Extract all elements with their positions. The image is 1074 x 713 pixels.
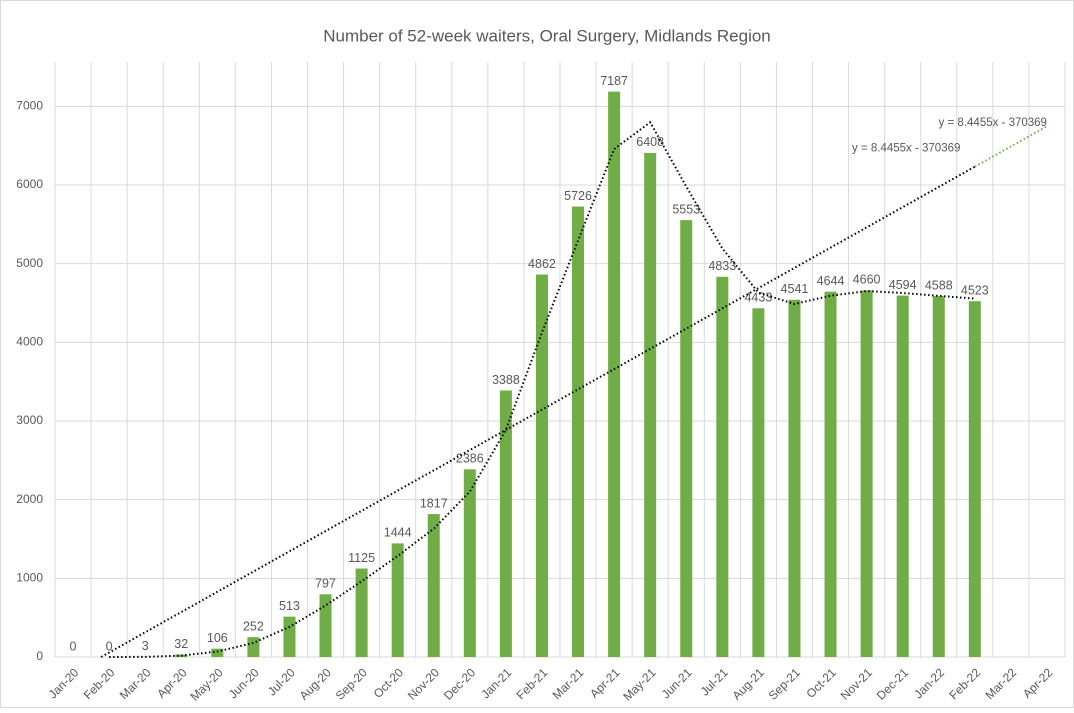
data-label: 4594 [889, 278, 917, 292]
data-label: 3388 [492, 373, 520, 387]
bar [392, 543, 404, 657]
data-label: 5726 [564, 189, 592, 203]
y-tick-label: 5000 [16, 256, 43, 270]
data-label: 5553 [672, 202, 700, 216]
y-tick-label: 7000 [16, 99, 43, 113]
bar [247, 637, 259, 657]
bar [572, 207, 584, 657]
data-label: 252 [243, 619, 264, 633]
bar [356, 569, 368, 658]
data-label: 797 [315, 577, 336, 591]
chart-title: Number of 52-week waiters, Oral Surgery,… [323, 26, 771, 45]
data-label: 106 [207, 631, 228, 645]
bar [608, 92, 620, 657]
data-label: 4644 [817, 274, 845, 288]
bar [283, 617, 295, 657]
data-label: 4541 [781, 282, 809, 296]
y-tick-label: 1000 [16, 571, 43, 585]
bar [825, 292, 837, 657]
trendline-equation: y = 8.4455x - 370369 [852, 143, 960, 155]
y-tick-label: 6000 [16, 177, 43, 191]
bar [861, 290, 873, 657]
bar [716, 277, 728, 657]
data-label: 32 [174, 637, 188, 651]
bar [969, 301, 981, 657]
data-label: 4660 [853, 273, 881, 287]
data-label: 0 [70, 639, 77, 653]
bar [320, 594, 332, 657]
bar [500, 390, 512, 657]
y-tick-label: 0 [36, 649, 43, 663]
data-label: 4523 [961, 283, 989, 297]
bar [644, 153, 656, 657]
bar [464, 469, 476, 657]
data-label: 4862 [528, 257, 556, 271]
data-label: 4588 [925, 278, 953, 292]
bar [933, 296, 945, 657]
data-label: 4833 [708, 259, 736, 273]
data-label: 1444 [384, 526, 412, 540]
data-label: 2386 [456, 452, 484, 466]
data-label: 6408 [636, 135, 664, 149]
data-label: 513 [279, 599, 300, 613]
data-label: 1817 [420, 496, 448, 510]
y-tick-label: 3000 [16, 413, 43, 427]
data-label: 0 [106, 639, 113, 653]
data-label: 4433 [744, 291, 772, 305]
bar [680, 220, 692, 657]
data-label: 7187 [600, 74, 628, 88]
bar [752, 308, 764, 657]
data-label: 1125 [348, 551, 375, 565]
y-tick-label: 4000 [16, 335, 43, 349]
y-tick-label: 2000 [16, 492, 43, 506]
bar [788, 300, 800, 657]
bar [897, 296, 909, 657]
trendline-equation: y = 8.4455x - 370369 [939, 117, 1047, 129]
data-label: 3 [142, 639, 149, 653]
bar [536, 275, 548, 657]
bar [428, 514, 440, 657]
